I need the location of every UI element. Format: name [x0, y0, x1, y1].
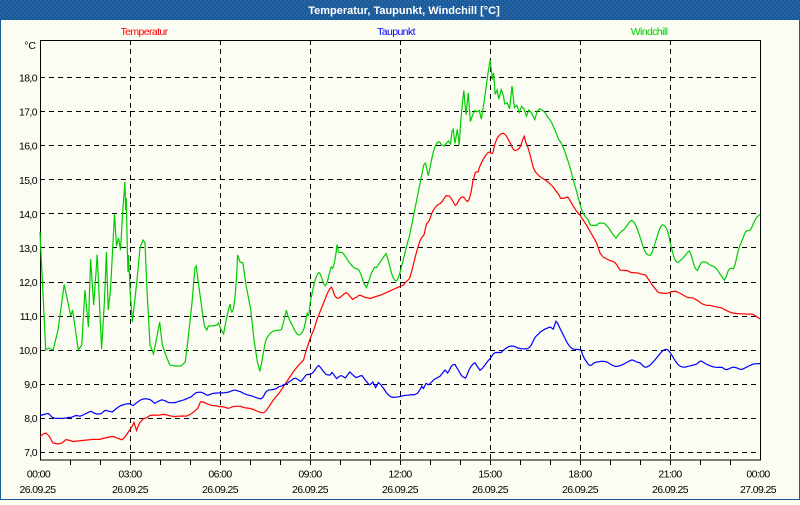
svg-text:15,0: 15,0: [19, 175, 38, 187]
svg-text:26.09.25: 26.09.25: [382, 484, 419, 496]
svg-text:17,0: 17,0: [19, 107, 38, 119]
svg-text:16,0: 16,0: [19, 141, 38, 153]
svg-text:10,0: 10,0: [19, 345, 38, 357]
svg-text:26.09.25: 26.09.25: [472, 484, 509, 496]
svg-text:26.09.25: 26.09.25: [652, 484, 689, 496]
svg-text:09:00: 09:00: [298, 469, 322, 481]
svg-text:06:00: 06:00: [208, 469, 232, 481]
svg-text:26.09.25: 26.09.25: [292, 484, 329, 496]
svg-text:18,0: 18,0: [19, 73, 38, 85]
svg-text:18:00: 18:00: [568, 469, 592, 481]
svg-text:°C: °C: [24, 40, 36, 52]
svg-text:Temperatur, Taupunkt, Windchil: Temperatur, Taupunkt, Windchill [°C]: [308, 5, 500, 17]
svg-text:8,0: 8,0: [24, 413, 38, 425]
svg-text:15:00: 15:00: [478, 469, 502, 481]
svg-text:Temperatur: Temperatur: [120, 26, 168, 38]
svg-text:27.09.25: 27.09.25: [740, 484, 777, 496]
svg-text:12:00: 12:00: [388, 469, 412, 481]
svg-text:7,0: 7,0: [24, 447, 38, 459]
svg-text:21:00: 21:00: [658, 469, 682, 481]
svg-text:13,0: 13,0: [19, 243, 38, 255]
svg-text:26.09.25: 26.09.25: [202, 484, 239, 496]
svg-text:26.09.25: 26.09.25: [19, 484, 56, 496]
svg-text:11,0: 11,0: [20, 311, 38, 323]
svg-text:00:00: 00:00: [27, 469, 51, 481]
svg-text:Taupunkt: Taupunkt: [377, 26, 415, 38]
svg-text:00:00: 00:00: [746, 469, 770, 481]
svg-text:9,0: 9,0: [24, 379, 38, 391]
svg-text:Windchill: Windchill: [631, 26, 668, 38]
svg-text:03:00: 03:00: [118, 469, 142, 481]
svg-text:26.09.25: 26.09.25: [562, 484, 599, 496]
svg-text:14,0: 14,0: [19, 209, 38, 221]
svg-text:12,0: 12,0: [19, 277, 38, 289]
svg-text:26.09.25: 26.09.25: [112, 484, 149, 496]
